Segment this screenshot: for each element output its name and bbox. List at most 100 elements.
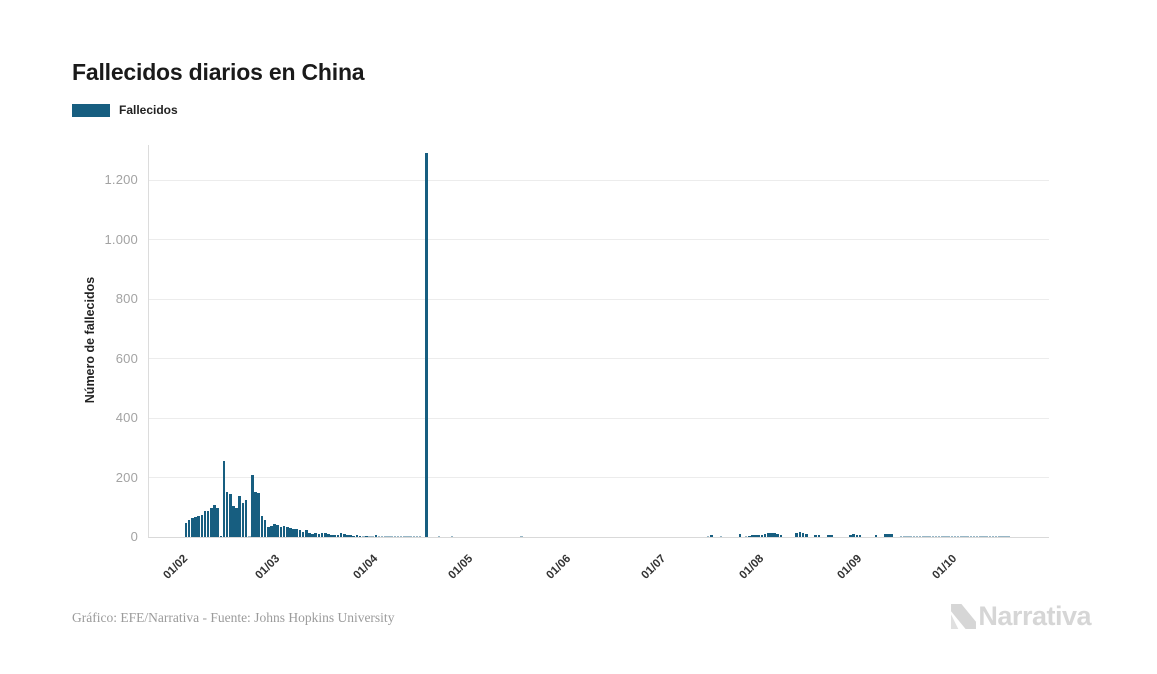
gridline <box>149 358 1049 359</box>
bar <box>285 527 289 537</box>
bar <box>763 534 767 537</box>
y-tick-label: 200 <box>115 469 138 485</box>
bar <box>963 536 966 537</box>
bar <box>754 534 757 537</box>
bar <box>425 153 428 537</box>
bar <box>937 536 941 537</box>
legend: Fallecidos <box>72 103 178 117</box>
bar <box>931 536 935 537</box>
bar <box>944 536 947 537</box>
bar <box>960 536 963 537</box>
bar <box>203 511 207 537</box>
bar <box>244 499 248 537</box>
bar <box>229 494 232 537</box>
x-tick-label: 01/06 <box>544 552 574 582</box>
bar <box>320 532 324 537</box>
bar <box>390 536 393 537</box>
bar <box>798 532 802 537</box>
bar <box>308 533 311 537</box>
bar <box>371 536 374 537</box>
bar <box>298 530 302 537</box>
bar <box>412 536 416 537</box>
y-tick-label: 800 <box>115 291 138 306</box>
bar <box>232 506 235 537</box>
bar <box>804 534 808 537</box>
bar <box>380 535 384 537</box>
bar <box>251 475 254 537</box>
bar <box>706 536 710 537</box>
bar <box>909 536 912 537</box>
bar <box>994 536 998 537</box>
bar <box>776 534 780 537</box>
brand-name: Narrativa <box>978 601 1091 631</box>
bar <box>346 534 349 537</box>
bar <box>801 533 805 537</box>
bar <box>247 535 251 537</box>
bar <box>912 536 916 537</box>
y-tick-label: 0 <box>130 529 138 544</box>
bar <box>520 536 523 537</box>
bar <box>279 527 283 537</box>
y-tick-label: 400 <box>115 410 138 425</box>
bar <box>314 533 318 537</box>
bar <box>263 519 267 537</box>
bar <box>225 491 229 537</box>
bar <box>311 533 314 537</box>
bar <box>270 526 273 537</box>
bar <box>323 533 327 537</box>
bar <box>257 493 261 537</box>
bar <box>260 515 264 537</box>
bar <box>396 536 400 537</box>
bar <box>928 536 931 537</box>
bar <box>830 535 833 537</box>
bar <box>187 520 191 537</box>
bar <box>738 534 742 537</box>
bar <box>849 534 852 537</box>
bar <box>387 536 390 537</box>
bar <box>899 536 903 537</box>
bar <box>903 536 906 537</box>
bar <box>934 536 938 537</box>
bar <box>915 536 919 537</box>
bar <box>377 535 381 537</box>
bar <box>301 531 305 537</box>
bar <box>355 535 359 537</box>
bar <box>304 530 308 537</box>
bar <box>817 535 821 537</box>
bar <box>719 535 723 537</box>
bar <box>276 524 280 537</box>
bar <box>266 526 270 537</box>
x-tick-label: 01/08 <box>737 552 767 582</box>
bar <box>855 534 859 537</box>
bar <box>1004 536 1007 537</box>
bar <box>365 535 368 537</box>
x-tick-label: 01/07 <box>639 552 669 582</box>
bar <box>194 517 197 537</box>
bar <box>773 533 776 537</box>
bar <box>747 535 751 537</box>
bar <box>358 535 362 537</box>
bar <box>760 534 764 537</box>
bar <box>827 534 830 537</box>
gridline <box>149 298 1049 300</box>
x-tick-label: 01/03 <box>253 552 283 582</box>
bar <box>200 515 204 537</box>
bar <box>206 510 210 537</box>
gridline <box>149 477 1049 478</box>
gridline <box>149 417 1049 419</box>
bar <box>779 534 783 537</box>
bar <box>770 532 773 537</box>
bar <box>956 536 960 537</box>
bar <box>374 535 378 537</box>
x-tick-label: 01/02 <box>161 552 191 582</box>
bar <box>918 536 922 537</box>
bar <box>295 528 299 537</box>
bar <box>1001 536 1004 537</box>
bar <box>982 536 985 537</box>
bar <box>744 536 748 537</box>
bar <box>890 534 893 537</box>
chart-title: Fallecidos diarios en China <box>72 59 365 86</box>
bar <box>191 517 194 537</box>
bar <box>884 534 887 537</box>
